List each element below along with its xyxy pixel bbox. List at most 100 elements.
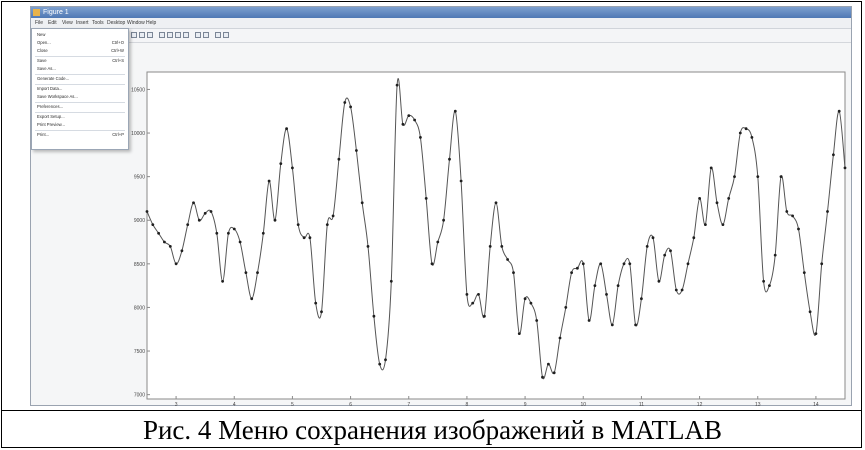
menu-item-generate-code[interactable]: Generate Code... <box>37 76 70 81</box>
data-point <box>762 279 765 283</box>
data-point <box>576 266 579 270</box>
data-point <box>448 157 451 161</box>
data-point <box>407 114 411 117</box>
data-point <box>267 179 271 183</box>
menu-item-preferences[interactable]: Preferences... <box>37 104 64 109</box>
data-point <box>768 284 771 287</box>
menu-item-print[interactable]: Print... Ctrl+P <box>37 132 124 137</box>
data-point <box>506 258 509 261</box>
data-point <box>302 236 306 240</box>
data-point <box>273 218 277 222</box>
window-title: Figure 1 <box>43 9 69 16</box>
menu-desktop[interactable]: Desktop <box>107 20 126 26</box>
data-point <box>360 201 364 205</box>
print-figure-icon[interactable] <box>147 32 153 38</box>
menu-item-save-workspace[interactable]: Save Workspace As... <box>37 94 78 99</box>
x-tick-label: 5 <box>291 402 294 408</box>
x-tick-label: 13 <box>755 402 761 408</box>
menu-separator <box>35 74 125 75</box>
data-point <box>558 336 562 340</box>
colorbar-icon[interactable] <box>203 32 209 38</box>
data-point <box>192 201 195 205</box>
data-point <box>366 245 370 248</box>
data-point <box>244 271 248 274</box>
data-point <box>459 179 463 183</box>
data-point <box>174 262 178 266</box>
window-title-bar[interactable]: Figure 1 <box>31 7 851 18</box>
data-point <box>227 231 230 235</box>
data-point <box>424 197 428 200</box>
data-point <box>610 323 614 327</box>
menu-edit[interactable]: Edit <box>48 20 57 26</box>
data-point <box>512 271 515 274</box>
data-point <box>709 166 713 170</box>
y-tick-label: 7000 <box>134 393 145 399</box>
menu-file[interactable]: File <box>35 20 44 26</box>
data-point <box>430 262 434 266</box>
data-point <box>779 175 783 179</box>
data-point <box>581 262 585 266</box>
data-point <box>704 223 707 227</box>
x-tick-label: 7 <box>407 402 410 408</box>
data-point <box>343 101 347 104</box>
menu-window[interactable]: Window <box>127 20 145 26</box>
data-point <box>692 236 696 240</box>
menu-item-open[interactable]: Open... Ctrl+O <box>37 40 124 45</box>
x-tick-label: 12 <box>697 402 703 408</box>
data-point <box>186 223 190 227</box>
pan-icon[interactable] <box>175 32 181 38</box>
data-point <box>238 240 242 244</box>
matlab-logo-icon <box>33 9 40 16</box>
menu-separator <box>35 112 125 113</box>
menu-item-save-as[interactable]: Save As... <box>37 66 56 71</box>
data-point <box>250 297 254 301</box>
rotate-3d-icon[interactable] <box>183 32 189 38</box>
legend-icon[interactable] <box>215 32 221 38</box>
data-point <box>826 210 829 213</box>
x-tick-label: 3 <box>175 402 178 408</box>
data-point <box>483 314 486 318</box>
save-figure-icon[interactable] <box>139 32 145 38</box>
data-point <box>256 271 259 274</box>
data-point <box>378 362 382 366</box>
data-point <box>395 83 399 87</box>
menu-item-export-setup[interactable]: Export Setup... <box>37 114 65 119</box>
data-point <box>389 279 393 283</box>
menu-item-print-preview[interactable]: Print Preview... <box>37 122 65 127</box>
tick-layer: 3 4 5 6 7 8 9 10 11 12 13 14 7000 7500 8000 8500 9000 950… <box>131 87 819 408</box>
plot-tools-icon[interactable] <box>223 32 229 38</box>
data-point <box>477 293 480 296</box>
menu-item-close[interactable]: Close Ctrl+W <box>37 48 124 53</box>
menu-item-import-data[interactable]: Import Data... <box>37 86 63 91</box>
menu-item-save[interactable]: Save Ctrl+S <box>37 58 124 63</box>
zoom-out-icon[interactable] <box>167 32 173 38</box>
data-cursor-icon[interactable] <box>195 32 201 38</box>
y-tick-label: 10000 <box>131 131 145 137</box>
data-point <box>744 127 748 131</box>
menu-help[interactable]: Help <box>146 20 157 26</box>
data-point <box>733 175 736 179</box>
data-point <box>628 262 632 266</box>
menu-view[interactable]: View <box>62 20 73 26</box>
data-point <box>593 284 597 287</box>
x-tick-label: 6 <box>349 402 352 408</box>
menu-insert[interactable]: Insert <box>76 20 89 26</box>
x-tick-label: 11 <box>639 402 644 408</box>
data-point <box>419 136 422 139</box>
data-point <box>738 131 742 135</box>
x-tick-label: 9 <box>524 402 527 408</box>
open-file-icon[interactable] <box>131 32 137 38</box>
menu-separator <box>35 84 125 85</box>
data-point <box>791 214 794 218</box>
menu-separator <box>35 102 125 103</box>
menu-tools[interactable]: Tools <box>92 20 104 26</box>
data-point <box>657 279 661 283</box>
data-point <box>337 157 341 161</box>
data-point <box>541 375 544 379</box>
data-point <box>197 218 201 222</box>
axes-box <box>146 71 846 400</box>
menu-item-new[interactable]: New <box>37 32 46 37</box>
zoom-in-icon[interactable] <box>159 32 165 38</box>
